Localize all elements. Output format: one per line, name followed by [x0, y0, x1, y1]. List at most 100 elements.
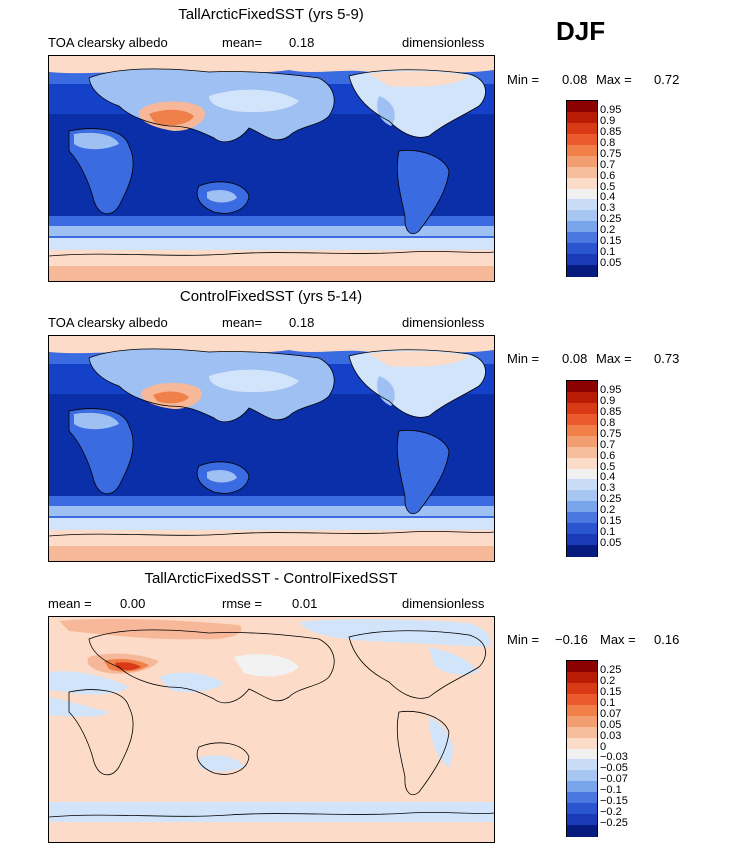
- colorbar-swatch: [567, 188, 597, 200]
- colorbar-tick-label: 0.85: [600, 125, 622, 138]
- colorbar-tick-label: 0.75: [600, 427, 622, 440]
- season-label: DJF: [556, 16, 606, 46]
- colorbar-tick-label: 0.95: [600, 103, 622, 116]
- colorbar-swatch: [567, 803, 597, 815]
- colorbar-swatch: [567, 101, 597, 113]
- colorbar-swatch: [567, 523, 597, 535]
- panel-2-max-value: 0.73: [654, 351, 680, 366]
- colorbar-tick-label: 0.4: [600, 191, 616, 204]
- colorbar-tick-label: 0.25: [600, 213, 622, 226]
- colorbar-swatch: [567, 726, 597, 739]
- colorbar-swatch: [567, 402, 597, 415]
- colorbar-tick-label: −0.15: [600, 795, 628, 808]
- panel-1-max-label: Max =: [596, 72, 632, 87]
- colorbar-swatch: [567, 446, 597, 459]
- colorbar-tick-label: 0.15: [600, 515, 622, 528]
- colorbar-swatch: [567, 166, 597, 179]
- colorbar-swatch: [567, 661, 597, 673]
- colorbar-tick-label: 0.25: [600, 663, 622, 676]
- colorbar-swatch: [567, 490, 597, 502]
- colorbar-tick-label: 0.7: [600, 438, 616, 451]
- colorbar-tick-label: 0.6: [600, 449, 616, 462]
- colorbar-swatch: [567, 792, 597, 804]
- colorbar-tick-label: 0.8: [600, 416, 616, 429]
- colorbar-tick-label: 0.07: [600, 707, 622, 720]
- colorbar-tick-label: −0.1: [600, 784, 622, 797]
- colorbar-swatch: [567, 381, 597, 393]
- panel-3-min-value: −0.16: [555, 632, 588, 647]
- colorbar-swatch: [567, 122, 597, 135]
- panel-1-variable-label: TOA clearsky albedo: [48, 35, 168, 50]
- colorbar-swatch: [567, 243, 597, 255]
- colorbar-swatch: [567, 144, 597, 157]
- panel-1-min-label: Min =: [507, 72, 540, 87]
- colorbar-swatch: [567, 424, 597, 437]
- panel-3-title: TallArcticFixedSST - ControlFixedSST: [144, 570, 398, 587]
- colorbar-swatch: [567, 534, 597, 546]
- panel-3-max-value: 0.16: [654, 632, 680, 647]
- colorbar-swatch: [567, 682, 597, 695]
- panel-1-units: dimensionless: [402, 35, 485, 50]
- colorbar-swatch: [567, 770, 597, 782]
- panel-3-map-svg: [49, 617, 494, 842]
- panel-3-max-label: Max =: [600, 632, 636, 647]
- colorbar-tick-label: 0.15: [600, 235, 622, 248]
- colorbar-swatch: [567, 479, 597, 491]
- colorbar-tick-label: 0.05: [600, 718, 622, 731]
- colorbar-tick-label: −0.25: [600, 817, 628, 830]
- colorbar-swatch: [567, 111, 597, 124]
- colorbar-swatch: [567, 457, 597, 469]
- colorbar-swatch: [567, 825, 597, 837]
- panel-1-map-svg: [49, 56, 494, 281]
- colorbar-swatch: [567, 468, 597, 480]
- panel-3-colorbar: [566, 660, 598, 837]
- colorbar-swatch: [567, 177, 597, 189]
- colorbar-tick-label: 0.25: [600, 493, 622, 506]
- colorbar-swatch: [567, 232, 597, 244]
- colorbar-swatch: [567, 133, 597, 146]
- colorbar-tick-label: 0.8: [600, 136, 616, 149]
- panel-2-mean-label: mean=: [222, 315, 263, 330]
- panel-3-rmse-label: rmse =: [222, 596, 263, 611]
- colorbar-swatch: [567, 671, 597, 684]
- panel-3-map: [48, 616, 495, 843]
- colorbar-tick-label: 0.3: [600, 202, 616, 215]
- panel-2-colorbar-labels: 0.95 0.9 0.85 0.8 0.75 0.7 0.6 0.5 0.4 0.3 0.25 0.2…: [600, 380, 650, 555]
- colorbar-tick-label: 0.7: [600, 158, 616, 171]
- panel-2-min-label: Min =: [507, 351, 540, 366]
- colorbar-swatch: [567, 704, 597, 717]
- colorbar-swatch: [567, 748, 597, 760]
- colorbar-swatch: [567, 254, 597, 266]
- colorbar-tick-label: 0.1: [600, 696, 616, 709]
- panel-3-units: dimensionless: [402, 596, 485, 611]
- colorbar-tick-label: 0.15: [600, 685, 622, 698]
- colorbar-tick-label: 0: [600, 740, 607, 753]
- colorbar-swatch: [567, 265, 597, 277]
- colorbar-tick-label: 0.2: [600, 674, 616, 687]
- panel-1-max-value: 0.72: [654, 72, 680, 87]
- panel-2-mean-value: 0.18: [289, 315, 315, 330]
- colorbar-tick-label: −0.03: [600, 751, 628, 764]
- colorbar-tick-label: 0.6: [600, 169, 616, 182]
- colorbar-tick-label: 0.05: [600, 537, 622, 550]
- colorbar-swatch: [567, 814, 597, 826]
- colorbar-swatch: [567, 210, 597, 222]
- panel-1-colorbar-labels: 0.95 0.9 0.85 0.8 0.75 0.7 0.6 0.5 0.4 0.3 0.25 0.2…: [600, 100, 650, 275]
- colorbar-tick-label: −0.05: [600, 762, 628, 775]
- colorbar-swatch: [567, 545, 597, 557]
- colorbar-tick-label: 0.9: [600, 394, 616, 407]
- panel-1-min-value: 0.08: [562, 72, 588, 87]
- panel-1-mean-value: 0.18: [289, 35, 315, 50]
- panel-3-rmse-value: 0.01: [292, 596, 318, 611]
- colorbar-swatch: [567, 221, 597, 233]
- panel-1-mean-label: mean=: [222, 35, 263, 50]
- colorbar-tick-label: 0.85: [600, 405, 622, 418]
- colorbar-tick-label: 0.2: [600, 224, 616, 237]
- colorbar-tick-label: −0.07: [600, 773, 628, 786]
- panel-3-min-label: Min =: [507, 632, 540, 647]
- panel-2-max-label: Max =: [596, 351, 632, 366]
- panel-2-units: dimensionless: [402, 315, 485, 330]
- colorbar-tick-label: 0.03: [600, 729, 622, 742]
- colorbar-swatch: [567, 781, 597, 793]
- panel-2-map-svg: [49, 336, 494, 561]
